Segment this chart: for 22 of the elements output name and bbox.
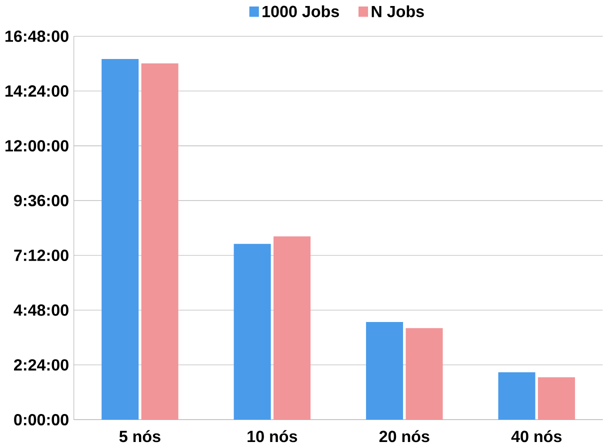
bar	[538, 377, 575, 420]
x-tick-label: 5 nós	[119, 430, 160, 442]
bar	[141, 64, 178, 420]
y-tick-label: 0:00:00	[14, 414, 68, 426]
bar	[498, 372, 536, 420]
x-tick-label: 20 nós	[379, 430, 430, 442]
y-tick-label: 16:48:00	[5, 30, 68, 42]
x-tick-label: 40 nós	[511, 430, 562, 442]
y-tick-label: 12:00:00	[5, 140, 68, 152]
bar	[234, 244, 271, 420]
y-tick-label: 7:12:00	[14, 250, 68, 262]
y-tick-label: 2:24:00	[14, 359, 68, 371]
legend-label: 1000 Jobs	[262, 6, 339, 18]
x-tick-label: 10 nós	[248, 430, 298, 442]
y-tick-label: 14:24:00	[5, 85, 68, 97]
bar	[406, 328, 443, 420]
y-tick-label: 9:36:00	[14, 195, 68, 206]
y-tick-label: 4:48:00	[14, 304, 68, 316]
legend-label: N Jobs	[372, 6, 424, 18]
bar	[274, 236, 311, 420]
bar	[102, 59, 139, 420]
bar	[366, 322, 404, 420]
